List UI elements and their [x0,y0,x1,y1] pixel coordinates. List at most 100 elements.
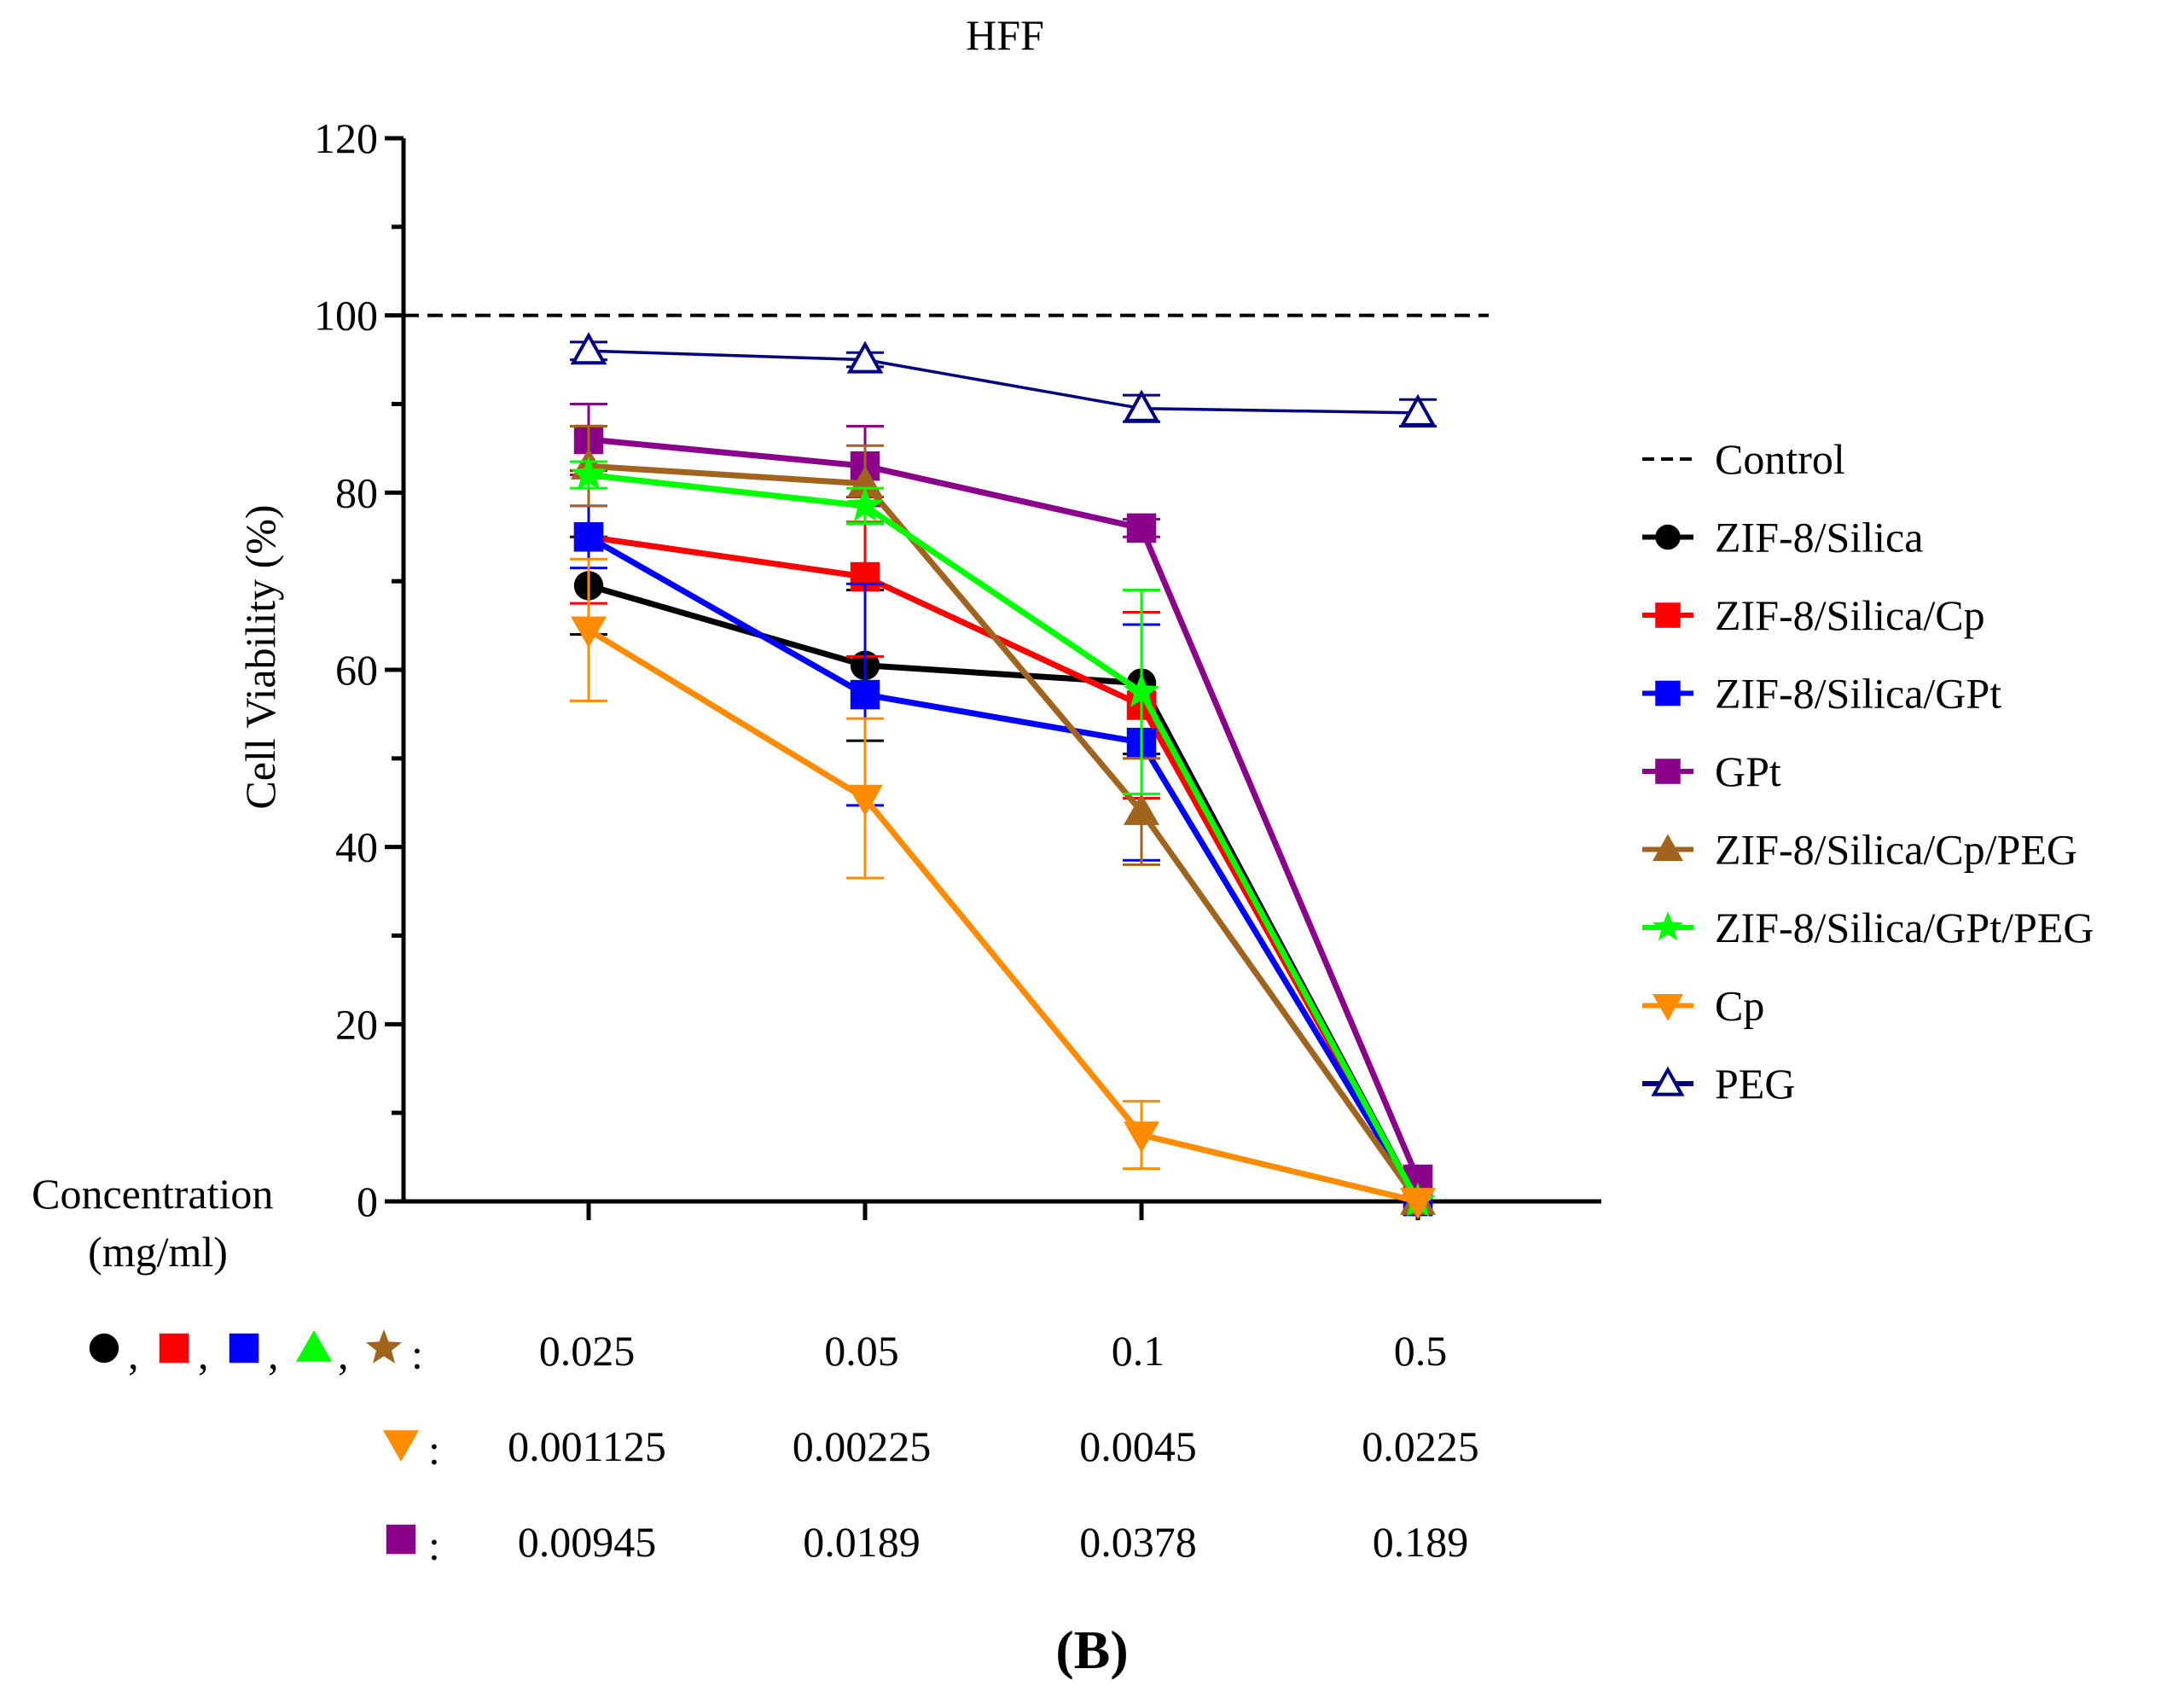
legend-label: Control [1715,435,1845,483]
x-axis-label-line-2: (mg/ml) [88,1228,228,1276]
concentration-value: 0.0045 [1079,1422,1197,1470]
data-point [573,522,604,552]
concentration-row: : 0.001125 0.00225 0.0045 0.0225 [383,1422,1479,1474]
series-line [588,349,1419,415]
data-point [850,679,880,710]
legend-item: ZIF-8/Silica/Cp [1642,591,1985,639]
axes: 0 20 40 60 80 100 120 [314,114,1601,1225]
data-point [847,784,883,817]
legend-item: GPt [1642,747,1781,795]
legend-label: ZIF-8/Silica/GPt [1715,670,2001,718]
series-zif-8-silica-gpt-peg [570,456,1436,1217]
chart-title: HFF [966,11,1044,59]
data-point [571,456,607,491]
concentration-value: 0.1 [1112,1327,1165,1375]
legend-item: ZIF-8/Silica/GPt [1642,670,2001,718]
legend-marker [1653,994,1683,1021]
legend-label: ZIF-8/Silica/Cp/PEG [1715,826,2077,874]
key-marker [386,1524,416,1555]
legend-label: GPt [1715,747,1781,795]
legend-item: ZIF-8/Silica/GPt/PEG [1642,904,2094,951]
key-marker [366,1329,402,1364]
data-point [846,340,884,374]
series-zif-8-silica-gpt [570,504,1433,1217]
legend-item: PEG [1642,1060,1795,1108]
key-separator: , [198,1330,209,1378]
key-colon: : [411,1330,423,1378]
key-marker [89,1333,119,1364]
legend: Control ZIF-8/Silica ZIF-8/Silica/Cp ZIF-8/… [1642,435,2094,1108]
concentration-table: ,,,,: 0.025 0.05 0.1 0.5: 0.001125 0.00225 0.00… [89,1327,1479,1569]
series-layer [570,332,1437,1219]
legend-label: PEG [1715,1060,1795,1108]
legend-marker [1655,680,1681,707]
panel-label: (B) [1055,1619,1128,1680]
y-axis-label: Cell Viability (%) [236,504,284,809]
data-point [1400,1188,1436,1219]
series-peg [570,332,1437,427]
concentration-value: 0.00225 [793,1422,932,1470]
legend-label: ZIF-8/Silica/GPt/PEG [1715,904,2094,951]
y-tick-label: 120 [314,114,378,162]
legend-item: ZIF-8/Silica/Cp/PEG [1642,826,2077,874]
data-point [1126,513,1157,544]
x-axis-label-line-1: Concentration [32,1170,273,1218]
series-line [588,462,1420,1204]
legend-item: ZIF-8/Silica [1642,514,1923,561]
concentration-value: 0.00945 [518,1518,657,1566]
key-marker [159,1333,189,1364]
legend-label: ZIF-8/Silica/Cp [1715,591,1985,639]
key-separator: , [338,1330,349,1378]
concentration-row: ,,,,: 0.025 0.05 0.1 0.5 [89,1327,1448,1378]
x-axis-label: Concentration (mg/ml) [32,1170,284,1276]
y-tick-label: 100 [314,292,378,340]
key-colon: : [428,1426,440,1474]
concentration-value: 0.0189 [803,1518,921,1566]
data-point [1124,1121,1159,1154]
legend-label: Cp [1715,982,1764,1030]
y-tick-label: 20 [335,1000,378,1048]
concentration-value: 0.5 [1394,1327,1448,1375]
series-line [587,627,1419,1205]
key-colon: : [428,1521,440,1569]
y-tick-label: 80 [335,468,378,516]
legend-marker [1655,759,1681,784]
legend-marker [1653,911,1683,941]
concentration-value: 0.189 [1373,1518,1469,1566]
key-marker [383,1430,419,1462]
data-point [571,616,607,648]
series-line [588,533,1421,1203]
key-separator: , [268,1330,279,1378]
data-point [1399,393,1437,427]
series-line [587,534,1420,1203]
key-marker [229,1333,259,1364]
legend-marker [1653,834,1683,861]
key-marker [296,1330,332,1362]
key-separator: , [128,1330,139,1378]
data-point [1123,389,1160,422]
concentration-value: 0.0378 [1079,1518,1197,1566]
series-zif-8-silica-cp [570,468,1433,1217]
series-gpt [570,403,1433,1195]
concentration-row: : 0.00945 0.0189 0.0378 0.189 [386,1518,1468,1569]
data-point [847,486,883,521]
concentration-value: 0.05 [824,1327,899,1375]
legend-marker [1651,1066,1685,1096]
data-point [570,332,607,365]
concentration-value: 0.001125 [508,1422,666,1470]
series-line [588,472,1421,1203]
concentration-value: 0.0225 [1362,1422,1479,1470]
data-point [1124,672,1159,707]
legend-item-control: Control [1642,435,1845,483]
legend-marker [1655,602,1681,628]
legend-label: ZIF-8/Silica [1715,514,1923,561]
y-tick-label: 40 [335,823,378,871]
legend-marker [1655,524,1681,550]
legend-item: Cp [1642,982,1764,1030]
concentration-value: 0.025 [539,1327,636,1375]
series-cp [570,557,1436,1219]
data-point [1124,794,1159,825]
series-line [588,436,1421,1181]
y-tick-label: 60 [335,646,378,694]
